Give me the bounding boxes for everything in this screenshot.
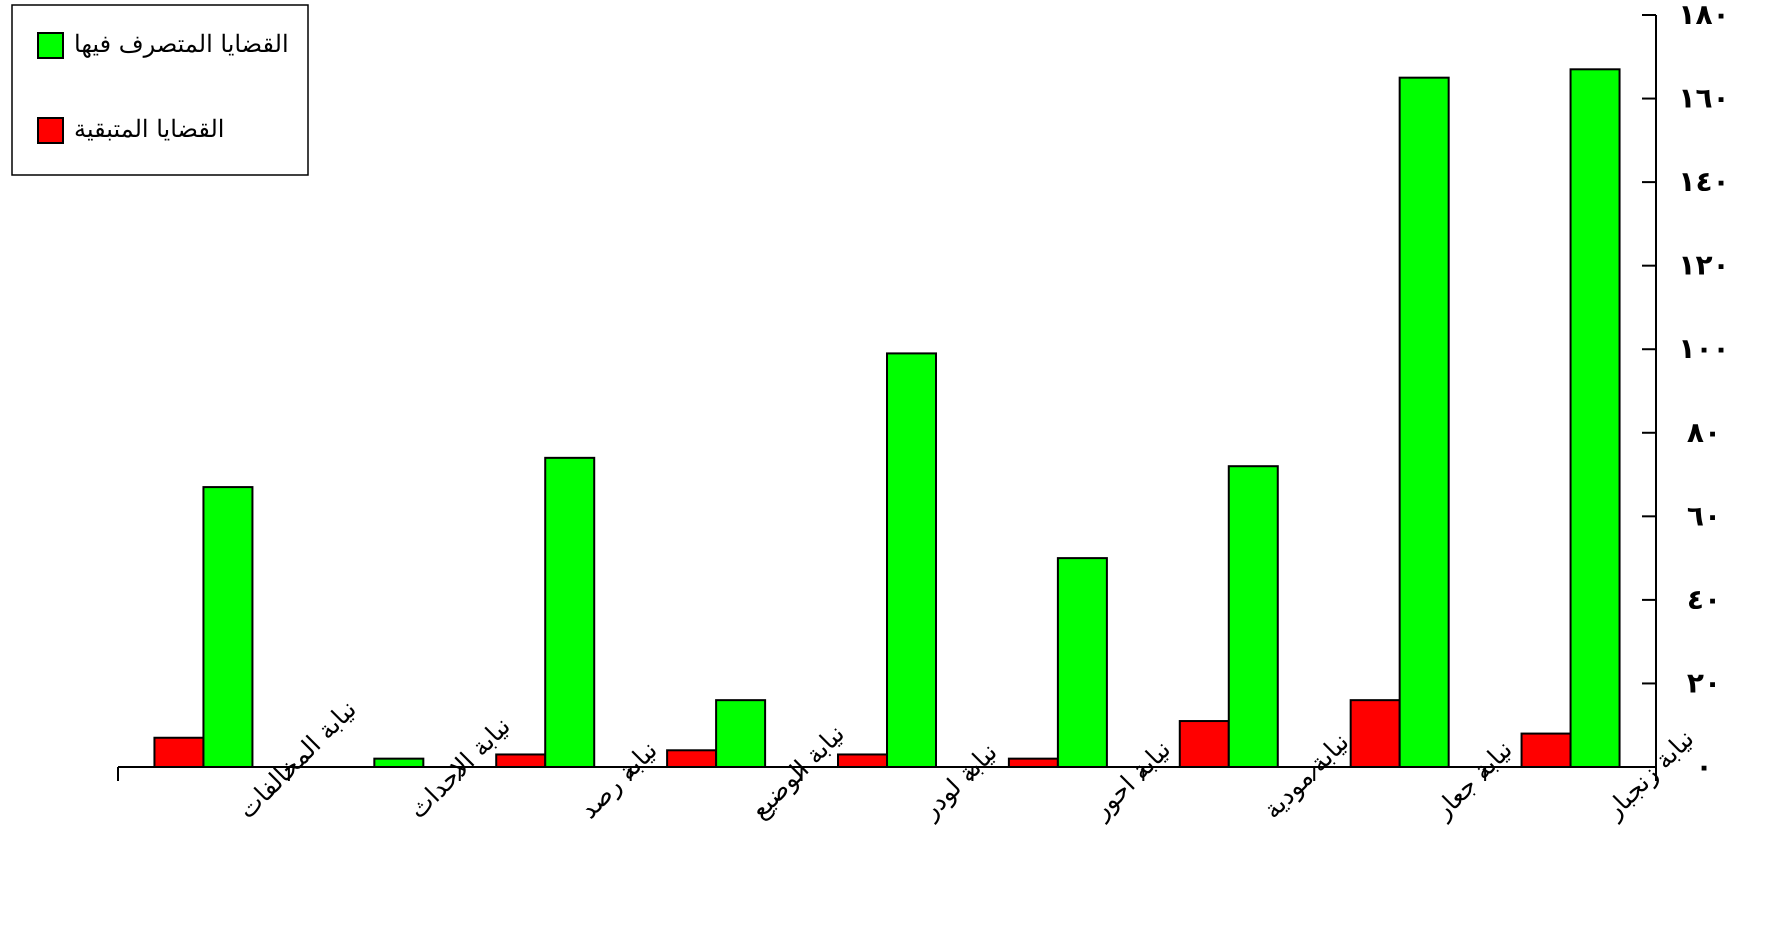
y-tick-label: ٢٠ xyxy=(1687,666,1721,699)
y-tick-label: ١٤٠ xyxy=(1678,165,1729,198)
bar-disposed-4 xyxy=(715,699,767,769)
bar-remaining-3 xyxy=(495,753,547,769)
bar-disposed-2 xyxy=(373,757,425,769)
legend-label: القضايا المتصرف فيها xyxy=(74,30,289,58)
bar-disposed-8 xyxy=(1398,76,1450,768)
y-axis: ٠ ٢٠ ٤٠ ٦٠ ٨٠ ١٠٠ ١٢٠ ١٤٠ ١٦٠ ١٨٠ xyxy=(1642,0,1730,783)
y-tick-label: ١٨٠ xyxy=(1678,0,1729,31)
y-tick-label: ٦٠ xyxy=(1687,499,1721,532)
bar-disposed-1 xyxy=(202,486,254,768)
legend-swatch xyxy=(37,32,64,59)
y-tick-label: ١٦٠ xyxy=(1678,82,1729,115)
bar-disposed-7 xyxy=(1227,465,1279,768)
y-tick-label: ٤٠ xyxy=(1687,583,1721,616)
bars-group xyxy=(153,68,1621,769)
bar-remaining-8 xyxy=(1349,699,1401,769)
legend-swatch xyxy=(37,117,64,144)
y-tick-label: ٨٠ xyxy=(1687,416,1721,449)
bar-remaining-5 xyxy=(837,753,888,769)
bar-remaining-1 xyxy=(153,736,205,768)
y-tick-label: ١٠٠ xyxy=(1678,332,1729,365)
bar-remaining-9 xyxy=(1520,732,1572,768)
bar-remaining-4 xyxy=(666,749,718,768)
legend: القضايا المتصرف فيها القضايا المتبقية xyxy=(11,4,309,176)
y-tick-label: ٠ xyxy=(1695,750,1712,783)
bar-disposed-9 xyxy=(1569,68,1621,769)
y-tick-label: ١٢٠ xyxy=(1678,249,1729,282)
bar-remaining-7 xyxy=(1178,720,1230,768)
bar-remaining-6 xyxy=(1007,757,1059,769)
legend-label: القضايا المتبقية xyxy=(74,115,224,143)
bar-disposed-6 xyxy=(1056,557,1108,768)
bar-disposed-5 xyxy=(886,352,937,768)
bar-disposed-3 xyxy=(544,456,596,768)
